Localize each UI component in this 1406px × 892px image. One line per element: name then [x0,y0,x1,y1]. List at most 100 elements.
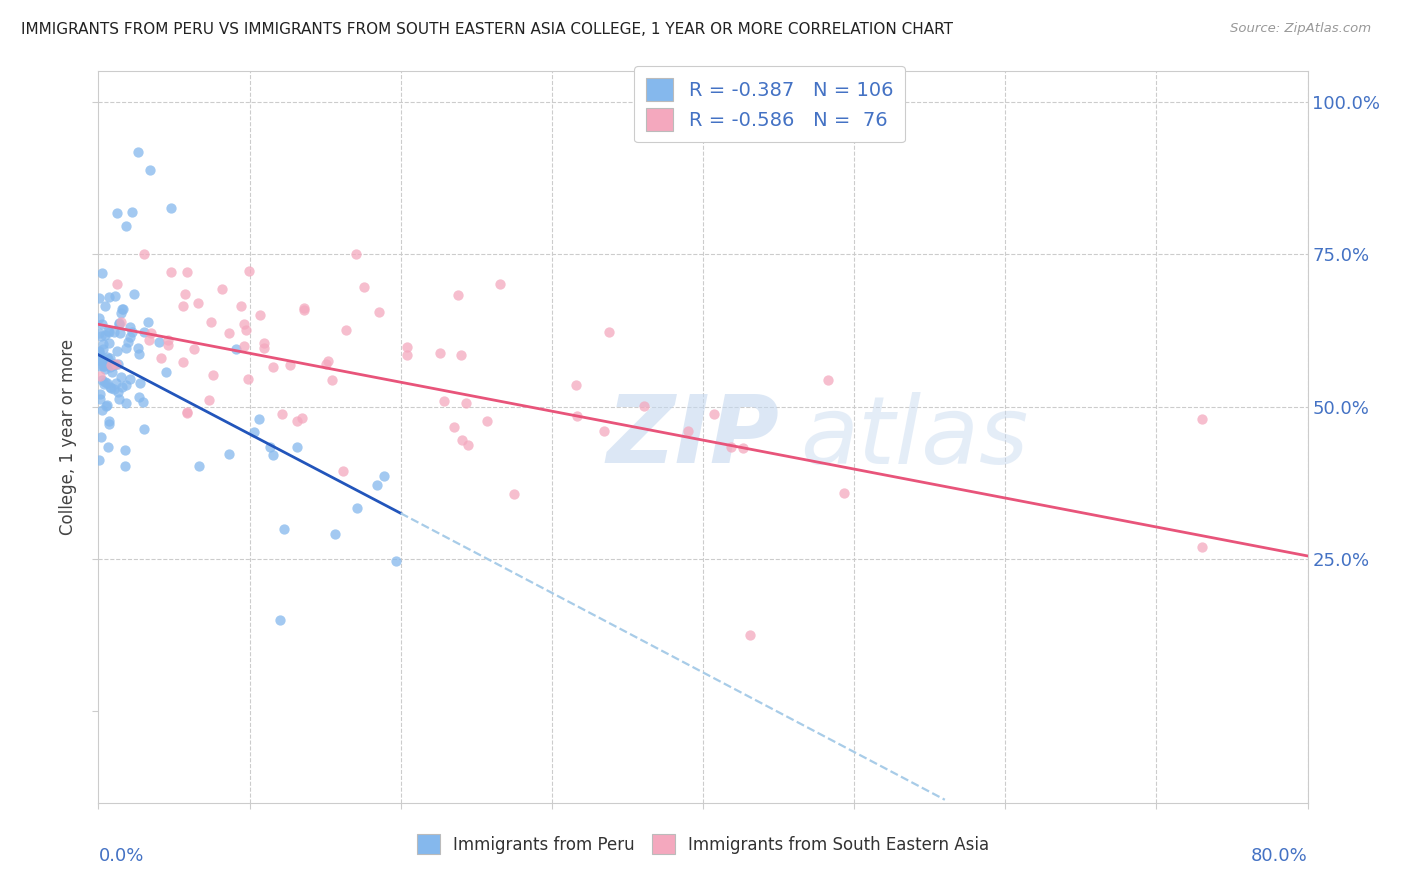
Point [156,338,179,352]
Point [238,263,260,277]
Point [97,352,120,367]
Point [385,554,408,568]
Point [94,299,117,313]
Point [335,323,357,337]
Point [280,358,302,372]
Point [105,206,128,220]
Point [703,407,725,421]
Point [110,370,132,384]
Point [96,376,118,390]
Point [98,351,121,365]
Point [103,289,125,303]
Point [160,201,183,215]
Point [429,346,451,360]
Point [172,299,194,313]
Point [451,434,474,448]
Point [105,277,128,291]
Point [172,355,194,369]
Text: Source: ZipAtlas.com: Source: ZipAtlas.com [1230,22,1371,36]
Point [108,316,131,330]
Point [457,438,479,452]
Point [200,315,222,329]
Point [104,357,127,371]
Point [97,417,120,432]
Text: atlas: atlas [800,392,1028,483]
Point [176,406,198,420]
Point [433,394,456,409]
Point [676,424,699,438]
Point [592,425,614,439]
Point [832,486,855,500]
Point [94,376,117,390]
Point [291,411,314,425]
Point [598,326,620,340]
Point [443,420,465,434]
Point [114,219,136,233]
Point [100,356,122,370]
Point [176,265,198,279]
Point [93,359,115,374]
Point [90,329,112,343]
Point [89,343,111,358]
Point [565,378,588,392]
Point [91,266,114,280]
Point [202,368,225,383]
Point [315,357,337,371]
Point [253,341,276,355]
Point [271,407,294,421]
Point [91,342,114,356]
Point [90,353,112,368]
Point [105,343,128,358]
Point [91,337,114,351]
Point [136,315,159,329]
Point [173,287,195,301]
Point [211,282,233,296]
Point [155,365,177,379]
Point [122,286,145,301]
Point [121,204,143,219]
Point [262,359,284,374]
Point [91,359,114,373]
Point [159,265,181,279]
Point [98,325,121,339]
Point [93,328,115,343]
Point [344,247,367,261]
Point [107,357,129,371]
Point [567,409,589,423]
Point [107,317,129,331]
Text: 0.0%: 0.0% [98,847,143,864]
Point [373,469,395,483]
Point [395,340,418,354]
Point [138,333,160,347]
Point [633,399,655,413]
Point [128,347,150,361]
Point [489,277,512,291]
Text: 80.0%: 80.0% [1251,847,1308,864]
Point [176,405,198,419]
Point [232,339,254,353]
Point [120,319,142,334]
Point [447,288,470,302]
Point [198,393,221,408]
Point [218,326,240,341]
Point [368,305,391,319]
Point [121,325,143,339]
Point [97,324,120,338]
Point [89,359,111,374]
Point [110,326,132,340]
Point [103,325,125,339]
Point [128,391,150,405]
Point [183,343,205,357]
Point [249,308,271,322]
Point [98,380,121,394]
Point [502,486,524,500]
Point [107,392,129,407]
Point [252,335,274,350]
Point [89,392,111,406]
Y-axis label: College, 1 year or more: College, 1 year or more [59,339,77,535]
Point [128,376,150,390]
Point [127,145,149,159]
Point [115,341,138,355]
Point [321,374,343,388]
Point [111,301,134,316]
